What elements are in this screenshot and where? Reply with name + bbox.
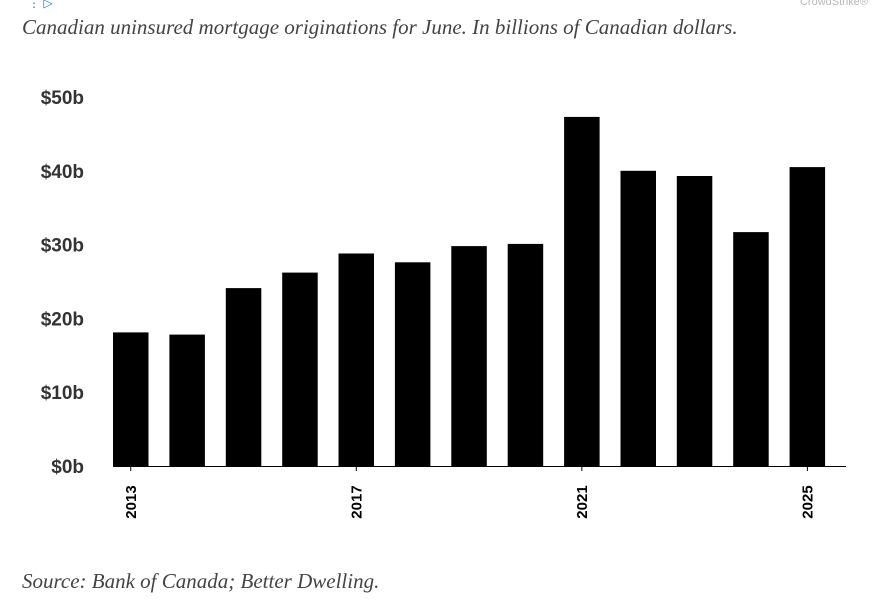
y-tick-label: $50b <box>41 88 84 109</box>
bar-2019 <box>451 246 487 466</box>
bar-2018 <box>394 262 431 466</box>
y-tick-label: $40b <box>41 162 84 183</box>
bar-2024 <box>733 232 769 466</box>
x-tick-label: 2017 <box>348 485 365 518</box>
bar-2023 <box>676 176 713 466</box>
y-tick-label: $10b <box>41 383 84 404</box>
bar-2014 <box>169 334 205 466</box>
y-tick-label: $30b <box>41 236 84 257</box>
bar-2013 <box>113 332 149 466</box>
bar-2016 <box>282 272 318 466</box>
bar-2017 <box>338 253 374 466</box>
y-axis: $0b $10b $20b $30b $40b $50b <box>41 88 84 478</box>
bar-series <box>113 116 826 467</box>
bar-2025 <box>789 167 826 466</box>
bar-2020 <box>507 243 544 466</box>
x-tick-label: 2025 <box>799 485 816 518</box>
bar-chart: $0b $10b $20b $30b $40b $50b 2013 2017 2021 2025 <box>41 88 846 519</box>
ad-choices-icon[interactable]: ⋮ ▷ <box>28 0 53 10</box>
x-tick-label: 2013 <box>123 485 140 518</box>
chart-subtitle: Canadian uninsured mortgage originations… <box>22 15 738 39</box>
ad-brand-label[interactable]: CrowdStrike® <box>799 0 868 8</box>
bar-2021 <box>564 116 600 467</box>
y-tick-label: $0b <box>51 457 84 478</box>
bar-2015 <box>225 288 262 466</box>
x-tick-label: 2021 <box>574 485 591 518</box>
source-note: Source: Bank of Canada; Better Dwelling. <box>22 569 380 593</box>
x-axis: 2013 2017 2021 2025 <box>123 466 816 519</box>
bar-2022 <box>620 170 656 467</box>
y-tick-label: $20b <box>41 309 84 330</box>
